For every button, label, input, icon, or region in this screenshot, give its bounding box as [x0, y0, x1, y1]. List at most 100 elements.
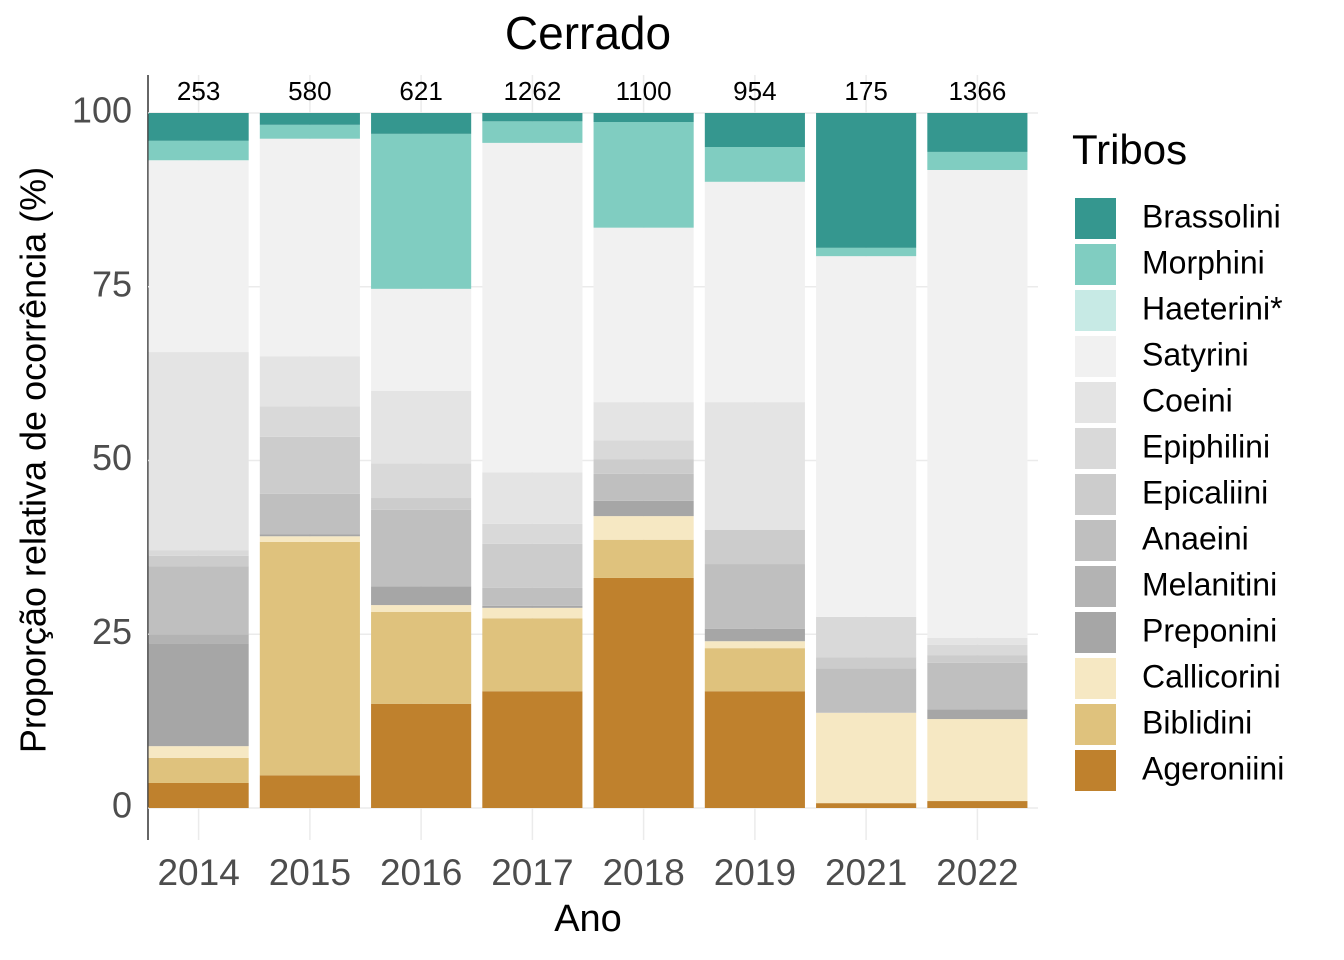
- bar-segment: [259, 406, 360, 437]
- bar-segment: [259, 493, 360, 535]
- bar-segment: [259, 356, 360, 407]
- bar-segment: [927, 709, 1028, 720]
- bar-segment: [259, 113, 360, 125]
- bar-segment: [371, 703, 472, 808]
- bar-segment: [371, 391, 472, 464]
- bar-segment: [259, 541, 360, 776]
- bar-segment: [371, 605, 472, 613]
- bar-segment: [259, 536, 360, 542]
- y-tick-label: 0: [112, 785, 132, 826]
- bar-segment: [593, 473, 694, 501]
- x-tick-label: 2021: [825, 852, 907, 893]
- y-axis-title: Proporção relativa de ocorrência (%): [13, 167, 54, 753]
- bar-segment: [148, 160, 249, 353]
- x-tick-label: 2016: [380, 852, 462, 893]
- x-tick-label: 2015: [269, 852, 351, 893]
- bar-segment: [259, 775, 360, 808]
- bar-segment: [371, 586, 472, 606]
- bar-segment: [927, 637, 1028, 645]
- x-tick-label: 2014: [157, 852, 239, 893]
- bar-segment: [148, 643, 249, 747]
- bar-segment: [593, 402, 694, 441]
- legend-label: Haeterini*: [1142, 290, 1283, 326]
- y-tick-label: 100: [72, 90, 132, 131]
- bar-segment: [593, 500, 694, 517]
- bar-segment: [482, 587, 583, 606]
- bar-segment: [371, 133, 472, 289]
- bar-segment: [593, 539, 694, 578]
- bar-segment: [704, 181, 805, 403]
- legend-key: [1075, 290, 1116, 331]
- legend-label: Epicaliini: [1142, 474, 1268, 510]
- bar-segment: [148, 757, 249, 783]
- x-axis-title: Ano: [554, 898, 622, 940]
- bar-segment: [816, 668, 917, 713]
- bar-segment: [259, 534, 360, 537]
- y-tick-label: 25: [92, 611, 132, 652]
- bar-segment: [148, 140, 249, 161]
- bar-segment: [482, 691, 583, 808]
- legend-key: [1075, 750, 1116, 791]
- x-tick-label: 2018: [602, 852, 684, 893]
- legend-key: [1075, 428, 1116, 469]
- bar-segment: [371, 113, 472, 134]
- bar-segment: [927, 719, 1028, 802]
- legend-key: [1075, 566, 1116, 607]
- legend-key: [1075, 658, 1116, 699]
- x-tick-label: 2017: [491, 852, 573, 893]
- legend-label: Ageroniini: [1142, 750, 1284, 786]
- bar-segment: [371, 509, 472, 587]
- sample-size-label: 621: [399, 76, 442, 106]
- bar-segment: [704, 628, 805, 642]
- legend-key: [1075, 704, 1116, 745]
- bar-segment: [148, 634, 249, 644]
- bar-segment: [482, 543, 583, 588]
- bar-segment: [704, 691, 805, 808]
- bar-segment: [704, 564, 805, 629]
- bar-segment: [593, 122, 694, 228]
- bar-segment: [704, 648, 805, 692]
- bar-segment: [482, 142, 583, 473]
- bar-segment: [371, 612, 472, 704]
- bar-segment: [816, 247, 917, 257]
- bar-segment: [482, 472, 583, 524]
- bar-segment: [593, 459, 694, 474]
- bar-segment: [148, 746, 249, 758]
- legend-label: Anaeini: [1142, 520, 1249, 556]
- sample-size-label: 1366: [948, 76, 1006, 106]
- legend-key: [1075, 382, 1116, 423]
- bar-segment: [148, 782, 249, 808]
- sample-size-label: 175: [844, 76, 887, 106]
- bar-segment: [927, 662, 1028, 710]
- legend-key: [1075, 336, 1116, 377]
- legend-key: [1075, 520, 1116, 561]
- bar-segment: [482, 113, 583, 122]
- bar-segment: [927, 113, 1028, 152]
- bar-segment: [593, 227, 694, 403]
- bar-segment: [259, 138, 360, 357]
- legend-label: Morphini: [1142, 244, 1265, 280]
- bar-segment: [259, 436, 360, 494]
- bar-segment: [148, 550, 249, 556]
- bar-segment: [593, 577, 694, 808]
- bar-segment: [371, 463, 472, 499]
- legend-label: Preponini: [1142, 612, 1277, 648]
- legend-label: Callicorini: [1142, 658, 1281, 694]
- bar-segment: [816, 803, 917, 808]
- bar-segment: [148, 566, 249, 635]
- bar-segment: [482, 607, 583, 619]
- x-tick-label: 2022: [936, 852, 1018, 893]
- bar-segment: [704, 402, 805, 530]
- chart-title: Cerrado: [505, 7, 671, 59]
- legend-key: [1075, 474, 1116, 515]
- bar-segment: [816, 712, 917, 804]
- legend-key: [1075, 244, 1116, 285]
- bar-segment: [482, 618, 583, 692]
- bar-segment: [593, 113, 694, 123]
- bar-segment: [927, 169, 1028, 638]
- bar-segment: [927, 644, 1028, 656]
- bar-segment: [704, 530, 805, 565]
- bar-segment: [593, 516, 694, 540]
- bar-segment: [704, 113, 805, 148]
- bar-segment: [816, 256, 917, 617]
